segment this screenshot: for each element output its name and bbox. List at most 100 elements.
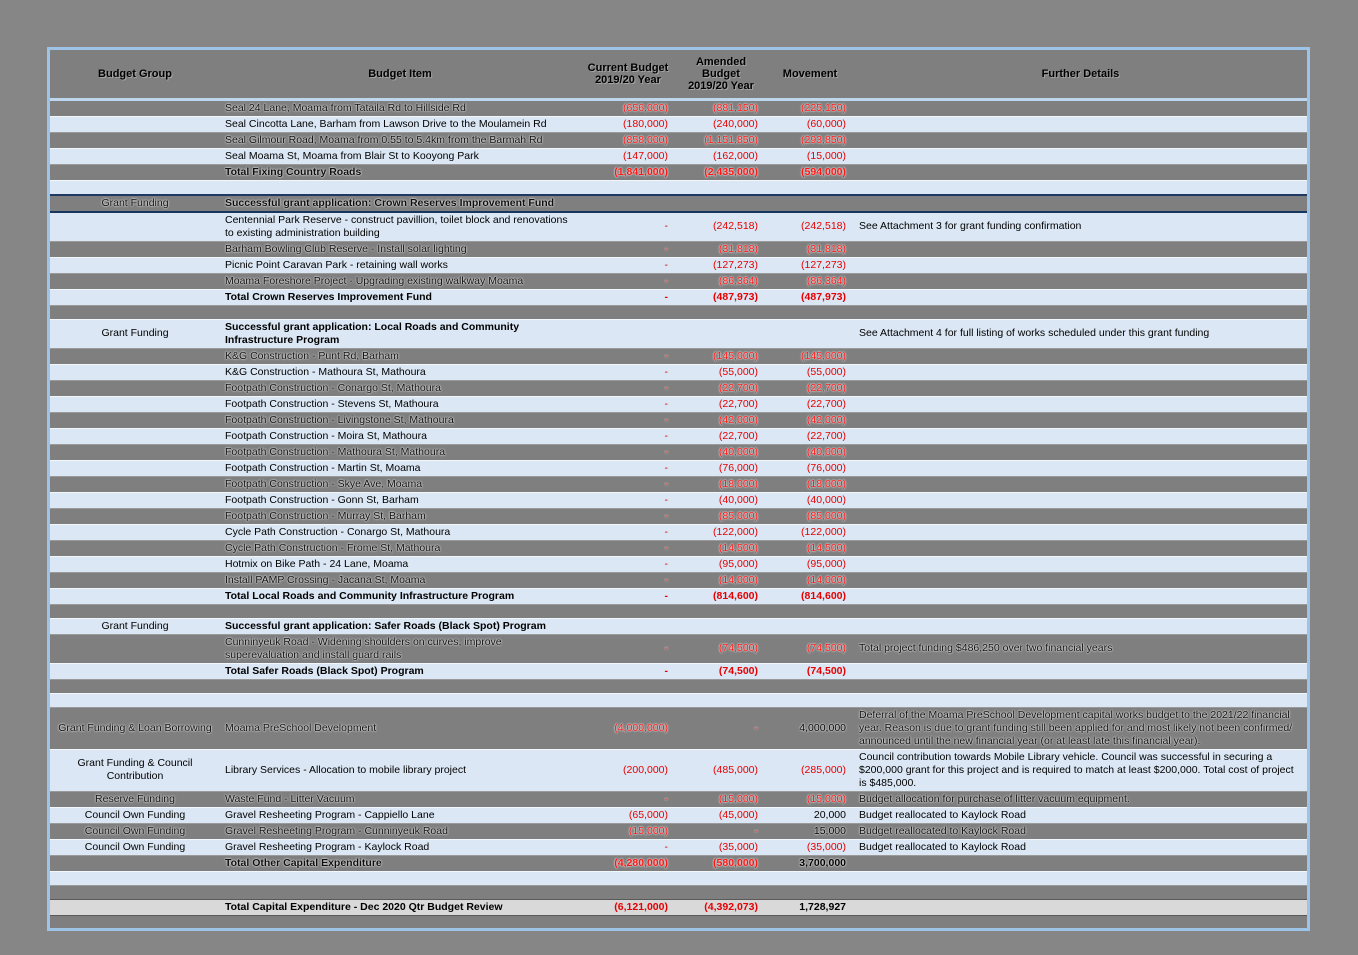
table-row: Total Safer Roads (Black Spot) Program -(… bbox=[50, 662, 1307, 679]
budget-group-cell bbox=[50, 443, 220, 460]
table-row: Footpath Construction - Livingstone St, … bbox=[50, 411, 1307, 428]
amended-budget-cell: (1,151,850) bbox=[676, 132, 766, 149]
budget-item-cell: Total Capital Expenditure - Dec 2020 Qtr… bbox=[220, 898, 580, 916]
further-details-cell bbox=[854, 132, 1307, 149]
movement-cell bbox=[766, 193, 854, 213]
further-details-cell bbox=[854, 116, 1307, 133]
further-details-cell bbox=[854, 617, 1307, 634]
budget-group-cell: Grant Funding & Council Contribution bbox=[50, 748, 220, 791]
table-row: Hotmix on Bike Path - 24 Lane, Moama - (95… bbox=[50, 555, 1307, 572]
budget-item-cell: Install PAMP Crossing - Jacana St, Moama bbox=[220, 571, 580, 588]
budget-group-cell bbox=[50, 148, 220, 165]
budget-group-cell bbox=[50, 211, 220, 241]
budget-group-cell bbox=[50, 555, 220, 572]
current-budget-cell: - bbox=[580, 555, 676, 572]
budget-group-cell: Grant Funding bbox=[50, 318, 220, 348]
budget-item-cell: Cycle Path Construction - Frome St, Math… bbox=[220, 539, 580, 556]
current-budget-cell: - bbox=[580, 838, 676, 855]
amended-budget-cell bbox=[676, 180, 766, 195]
budget-item-cell bbox=[220, 914, 580, 928]
budget-item-cell: Successful grant application: Local Road… bbox=[220, 318, 580, 348]
current-budget-cell: - bbox=[580, 240, 676, 257]
spacer-row bbox=[50, 884, 1307, 899]
further-details-cell bbox=[854, 678, 1307, 693]
current-budget-cell: - bbox=[580, 571, 676, 588]
movement-cell: 3,700,000 bbox=[766, 854, 854, 871]
current-budget-cell: - bbox=[580, 379, 676, 396]
movement-cell bbox=[766, 678, 854, 693]
further-details-cell bbox=[854, 304, 1307, 319]
spacer-row bbox=[50, 692, 1307, 707]
movement-cell bbox=[766, 180, 854, 195]
amended-budget-cell: (122,000) bbox=[676, 523, 766, 540]
further-details-cell: Deferral of the Moama PreSchool Developm… bbox=[854, 706, 1307, 749]
further-details-cell: Council contribution towards Mobile Libr… bbox=[854, 748, 1307, 791]
further-details-cell bbox=[854, 507, 1307, 524]
current-budget-cell: (656,000) bbox=[580, 99, 676, 117]
budget-group-cell bbox=[50, 523, 220, 540]
further-details-cell: Budget reallocated to Kaylock Road bbox=[854, 806, 1307, 823]
movement-cell bbox=[766, 304, 854, 319]
further-details-cell bbox=[854, 148, 1307, 165]
further-details-cell bbox=[854, 443, 1307, 460]
movement-cell: (14,500) bbox=[766, 539, 854, 556]
further-details-cell bbox=[854, 571, 1307, 588]
movement-cell: (14,000) bbox=[766, 571, 854, 588]
amended-budget-cell: (31,818) bbox=[676, 240, 766, 257]
budget-group-cell bbox=[50, 603, 220, 618]
movement-cell bbox=[766, 617, 854, 634]
budget-group-cell bbox=[50, 475, 220, 492]
budget-group-cell: Grant Funding bbox=[50, 193, 220, 213]
movement-cell: (127,273) bbox=[766, 256, 854, 273]
further-details-cell bbox=[854, 256, 1307, 273]
table-row: Cycle Path Construction - Conargo St, Ma… bbox=[50, 523, 1307, 540]
table-row: Total Other Capital Expenditure (4,280,00… bbox=[50, 854, 1307, 871]
current-budget-cell bbox=[580, 678, 676, 693]
budget-item-cell: Footpath Construction - Stevens St, Math… bbox=[220, 395, 580, 412]
further-details-cell bbox=[854, 99, 1307, 117]
movement-cell: (122,000) bbox=[766, 523, 854, 540]
budget-item-cell bbox=[220, 870, 580, 885]
budget-item-cell: Footpath Construction - Gonn St, Barham bbox=[220, 491, 580, 508]
budget-group-cell: Grant Funding bbox=[50, 617, 220, 634]
further-details-cell bbox=[854, 884, 1307, 899]
amended-budget-cell: (22,700) bbox=[676, 395, 766, 412]
budget-group-cell bbox=[50, 507, 220, 524]
budget-item-cell: Footpath Construction - Skye Ave, Moama bbox=[220, 475, 580, 492]
amended-budget-cell: (14,000) bbox=[676, 571, 766, 588]
table-row: Centennial Park Reserve - construct pavi… bbox=[50, 211, 1307, 241]
movement-cell bbox=[766, 884, 854, 899]
budget-item-cell: Seal 24 Lane, Moama from Tataila Rd to H… bbox=[220, 99, 580, 117]
further-details-cell bbox=[854, 475, 1307, 492]
budget-group-cell: Reserve Funding bbox=[50, 790, 220, 807]
current-budget-cell: (180,000) bbox=[580, 116, 676, 133]
further-details-cell bbox=[854, 164, 1307, 181]
header-current-budget: Current Budget 2019/20 Year bbox=[580, 50, 676, 101]
budget-item-cell: K&G Construction - Mathoura St, Mathoura bbox=[220, 363, 580, 380]
budget-group-cell bbox=[50, 272, 220, 289]
budget-group-cell bbox=[50, 395, 220, 412]
table-row: Grant Funding Successful grant applicatio… bbox=[50, 318, 1307, 348]
movement-cell: 4,000,000 bbox=[766, 706, 854, 749]
table-row: Council Own Funding Gravel Resheeting Pro… bbox=[50, 838, 1307, 855]
budget-item-cell: Cunninyeuk Road - Widening shoulders on … bbox=[220, 633, 580, 663]
budget-group-cell bbox=[50, 288, 220, 305]
amended-budget-cell: (4,392,073) bbox=[676, 898, 766, 916]
amended-budget-cell: (127,273) bbox=[676, 256, 766, 273]
current-budget-cell: - bbox=[580, 491, 676, 508]
further-details-cell bbox=[854, 180, 1307, 195]
amended-budget-cell: (487,973) bbox=[676, 288, 766, 305]
further-details-cell bbox=[854, 288, 1307, 305]
amended-budget-cell: (86,364) bbox=[676, 272, 766, 289]
table-row: Seal Gilmour Road, Moama from 0.55 to 5.… bbox=[50, 132, 1307, 149]
budget-item-cell: Footpath Construction - Conargo St, Math… bbox=[220, 379, 580, 396]
amended-budget-cell bbox=[676, 914, 766, 928]
movement-cell: (22,700) bbox=[766, 427, 854, 444]
budget-item-cell: Total Local Roads and Community Infrastr… bbox=[220, 587, 580, 604]
further-details-cell bbox=[854, 193, 1307, 213]
current-budget-cell: - bbox=[580, 363, 676, 380]
header-budget-group: Budget Group bbox=[50, 50, 220, 101]
budget-group-cell bbox=[50, 347, 220, 364]
budget-group-cell bbox=[50, 854, 220, 871]
budget-group-cell bbox=[50, 491, 220, 508]
